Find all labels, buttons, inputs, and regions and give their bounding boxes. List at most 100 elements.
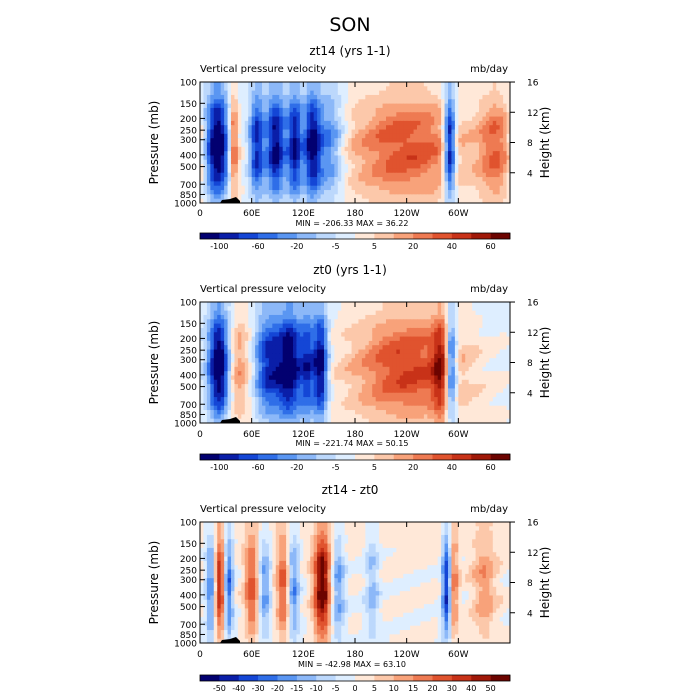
heatmap-cell: [231, 414, 236, 420]
heatmap-cell: [444, 384, 449, 390]
heatmap-cell: [355, 340, 360, 346]
heatmap-cell: [361, 107, 366, 113]
heatmap-cell: [434, 99, 439, 105]
colorbar-swatch: [200, 233, 220, 239]
heatmap-cell: [441, 375, 446, 381]
heatmap-cell: [382, 323, 387, 329]
heatmap-cell: [427, 116, 432, 122]
heatmap-cell: [448, 353, 453, 359]
heatmap-cell: [210, 94, 215, 100]
heatmap-cell: [496, 82, 501, 87]
heatmap-cell: [341, 142, 346, 148]
heatmap-cell: [482, 405, 487, 411]
heatmap-cell: [451, 358, 456, 364]
heatmap-cell: [485, 112, 490, 118]
heatmap-cell: [392, 181, 397, 187]
heatmap-cell: [420, 146, 425, 152]
heatmap-cell: [206, 332, 211, 338]
heatmap-cell: [382, 194, 387, 200]
heatmap-cell: [417, 392, 422, 398]
heatmap-cell: [413, 99, 418, 105]
heatmap-cell: [417, 362, 422, 368]
heatmap-cell: [454, 410, 459, 415]
heatmap-cell: [341, 314, 346, 320]
y-tick-label: 1000: [174, 200, 197, 210]
heatmap-cell: [489, 340, 494, 346]
heatmap-cell: [485, 379, 490, 385]
heatmap-cell: [441, 310, 446, 316]
heatmap-cell: [241, 314, 246, 320]
heatmap-cell: [327, 314, 332, 320]
heatmap-cell: [231, 103, 236, 109]
heatmap-cell: [434, 120, 439, 126]
heatmap-cell: [485, 366, 490, 372]
heatmap-cell: [296, 392, 301, 398]
heatmap-cell: [423, 181, 428, 187]
heatmap-cell: [200, 302, 205, 307]
heatmap-cell: [434, 410, 439, 415]
heatmap-cell: [396, 94, 401, 100]
heatmap-cell: [437, 125, 442, 131]
heatmap-cell: [410, 349, 415, 355]
heatmap-cell: [248, 388, 253, 394]
heatmap-cell: [430, 336, 435, 342]
heatmap-cell: [206, 401, 211, 407]
heatmap-cell: [368, 410, 373, 415]
heatmap-cell: [324, 168, 329, 174]
heatmap-cell: [427, 181, 432, 187]
heatmap-cell: [203, 120, 208, 126]
heatmap-cell: [265, 371, 270, 377]
heatmap-cell: [482, 401, 487, 407]
heatmap-cell: [479, 306, 484, 312]
heatmap-cell: [496, 133, 501, 139]
panel-title: zt14 (yrs 1-1): [309, 44, 390, 58]
heatmap-cell: [324, 306, 329, 312]
heatmap-cell: [200, 379, 205, 385]
heatmap-cell: [293, 327, 298, 333]
heatmap-cell: [299, 99, 304, 105]
heatmap-cell: [479, 172, 484, 178]
heatmap-cell: [482, 314, 487, 320]
heatmap-cell: [241, 353, 246, 359]
heatmap-cell: [344, 107, 349, 113]
heatmap-cell: [203, 138, 208, 144]
heatmap-cell: [406, 310, 411, 316]
heatmap-cell: [389, 159, 394, 165]
heatmap-cell: [251, 388, 256, 394]
heatmap-cell: [200, 94, 205, 100]
heatmap-cell: [213, 392, 218, 398]
heatmap-cell: [337, 112, 342, 118]
heatmap-cell: [289, 336, 294, 342]
heatmap-cell: [258, 384, 263, 390]
heatmap-cell: [344, 327, 349, 333]
heatmap-cell: [310, 362, 315, 368]
heatmap-cell: [382, 332, 387, 338]
heatmap-cell: [224, 159, 229, 165]
heatmap-cell: [382, 379, 387, 385]
heatmap-cell: [262, 414, 267, 420]
heatmap-cell: [324, 392, 329, 398]
heatmap-cell: [361, 371, 366, 377]
heatmap-cell: [244, 181, 249, 187]
heatmap-cell: [279, 388, 284, 394]
heatmap-cell: [279, 302, 284, 307]
heatmap-cell: [365, 142, 370, 148]
heatmap-cell: [231, 190, 236, 195]
heatmap-cell: [441, 366, 446, 372]
heatmap-cell: [389, 345, 394, 351]
heatmap-cell: [451, 401, 456, 407]
heatmap-cell: [320, 172, 325, 178]
heatmap-cell: [437, 384, 442, 390]
heatmap-cell: [348, 112, 353, 118]
heatmap-cell: [503, 384, 508, 390]
heatmap-cell: [506, 172, 510, 178]
x-tick-label: 60E: [243, 209, 260, 219]
heatmap-cell: [258, 379, 263, 385]
heatmap-cell: [286, 353, 291, 359]
heatmap-cell: [458, 349, 463, 355]
heatmap-cell: [461, 336, 466, 342]
heatmap-cell: [423, 185, 428, 191]
heatmap-cell: [296, 82, 301, 87]
heatmap-cell: [389, 103, 394, 109]
heatmap-cell: [279, 410, 284, 415]
